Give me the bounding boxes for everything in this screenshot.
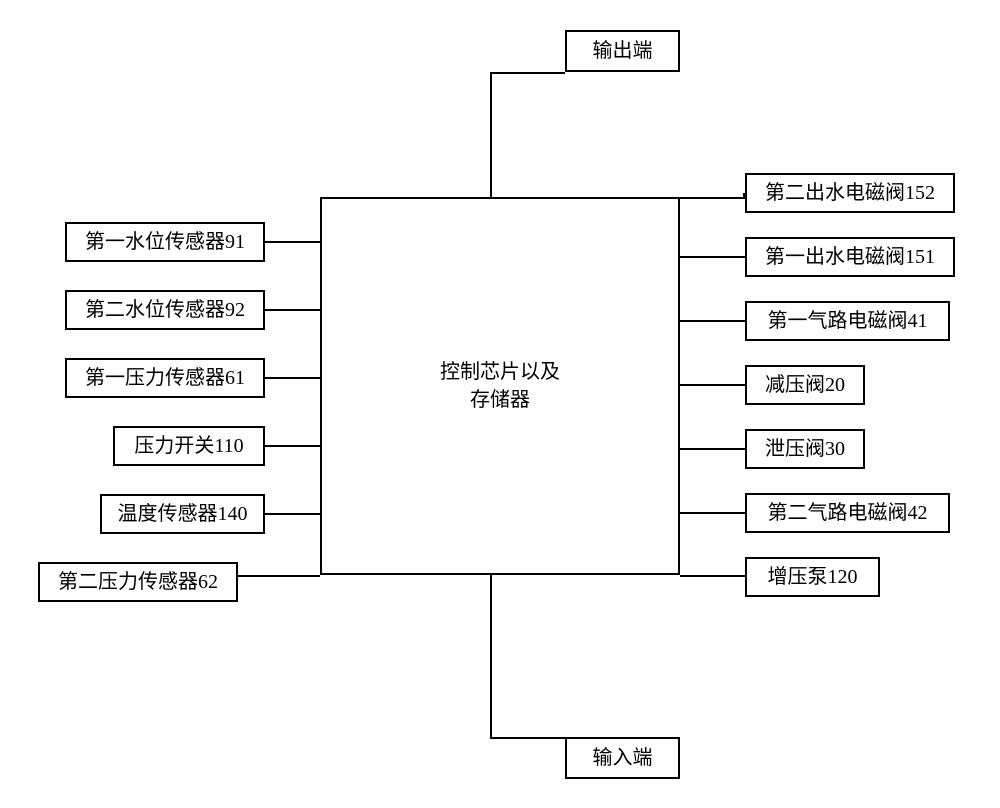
node-label: 第二出水电磁阀152 xyxy=(765,179,935,207)
node-r7: 增压泵120 xyxy=(745,557,880,597)
node-label: 输出端 xyxy=(593,37,653,65)
node-label: 第二气路电磁阀42 xyxy=(768,499,928,527)
edge xyxy=(743,193,745,199)
node-r6: 第二气路电磁阀42 xyxy=(745,493,950,533)
node-label: 温度传感器140 xyxy=(118,500,248,528)
node-label: 第一出水电磁阀151 xyxy=(765,243,935,271)
node-label: 第一气路电磁阀41 xyxy=(768,307,928,335)
node-l4: 压力开关110 xyxy=(113,426,265,466)
edge xyxy=(680,448,745,450)
node-l3: 第一压力传感器61 xyxy=(65,358,265,398)
diagram-canvas: 输出端 控制芯片以及 存储器 输入端 第一水位传感器91 第二水位传感器92 第… xyxy=(0,0,1000,808)
node-label: 输入端 xyxy=(593,744,653,772)
node-label: 压力开关110 xyxy=(134,432,243,460)
edge xyxy=(490,72,565,74)
edge xyxy=(490,72,492,197)
edge xyxy=(680,512,745,514)
node-label: 泄压阀30 xyxy=(765,435,845,463)
edge xyxy=(680,256,745,258)
edge xyxy=(490,575,492,737)
node-label: 第二压力传感器62 xyxy=(58,568,218,596)
node-r5: 泄压阀30 xyxy=(745,429,865,469)
node-label: 第二水位传感器92 xyxy=(85,296,245,324)
node-label: 控制芯片以及 存储器 xyxy=(440,358,560,414)
edge xyxy=(265,377,320,379)
edge xyxy=(490,737,565,739)
node-l2: 第二水位传感器92 xyxy=(65,290,265,330)
edge xyxy=(680,197,745,199)
node-l6: 第二压力传感器62 xyxy=(38,562,238,602)
edge xyxy=(265,241,320,243)
node-r3: 第一气路电磁阀41 xyxy=(745,301,950,341)
node-r2: 第一出水电磁阀151 xyxy=(745,237,955,277)
node-label: 减压阀20 xyxy=(765,371,845,399)
node-r4: 减压阀20 xyxy=(745,365,865,405)
node-label: 第一水位传感器91 xyxy=(85,228,245,256)
node-controller: 控制芯片以及 存储器 xyxy=(320,197,680,575)
edge xyxy=(238,575,320,577)
edge xyxy=(680,384,745,386)
edge xyxy=(680,320,745,322)
node-r1: 第二出水电磁阀152 xyxy=(745,173,955,213)
node-label: 第一压力传感器61 xyxy=(85,364,245,392)
edge xyxy=(265,445,320,447)
node-l1: 第一水位传感器91 xyxy=(65,222,265,262)
edge xyxy=(680,575,745,577)
node-label: 增压泵120 xyxy=(768,563,858,591)
node-output-terminal: 输出端 xyxy=(565,30,680,72)
node-input-terminal: 输入端 xyxy=(565,737,680,779)
edge xyxy=(265,513,320,515)
node-l5: 温度传感器140 xyxy=(100,494,265,534)
edge xyxy=(265,309,320,311)
